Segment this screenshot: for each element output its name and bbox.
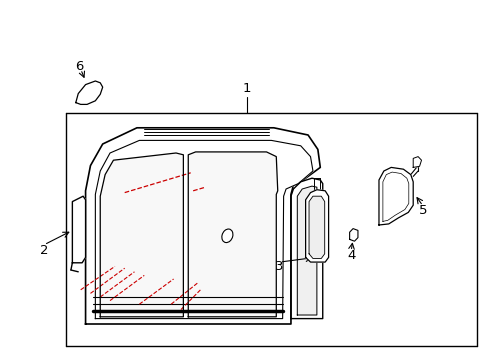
Polygon shape xyxy=(308,196,324,258)
Polygon shape xyxy=(305,190,328,262)
Polygon shape xyxy=(378,167,412,225)
Polygon shape xyxy=(412,157,421,167)
Polygon shape xyxy=(72,196,85,263)
Polygon shape xyxy=(349,229,357,241)
Text: 1: 1 xyxy=(242,82,251,95)
Polygon shape xyxy=(76,81,102,104)
Polygon shape xyxy=(297,186,316,315)
Text: 4: 4 xyxy=(346,249,355,262)
Text: 3: 3 xyxy=(275,260,284,273)
Polygon shape xyxy=(85,128,320,324)
Polygon shape xyxy=(188,152,277,317)
Ellipse shape xyxy=(222,229,232,243)
Text: 5: 5 xyxy=(418,204,427,217)
Text: 2: 2 xyxy=(40,244,48,257)
Polygon shape xyxy=(100,153,183,317)
Polygon shape xyxy=(290,178,322,319)
Text: 6: 6 xyxy=(75,60,83,73)
Polygon shape xyxy=(95,140,312,319)
